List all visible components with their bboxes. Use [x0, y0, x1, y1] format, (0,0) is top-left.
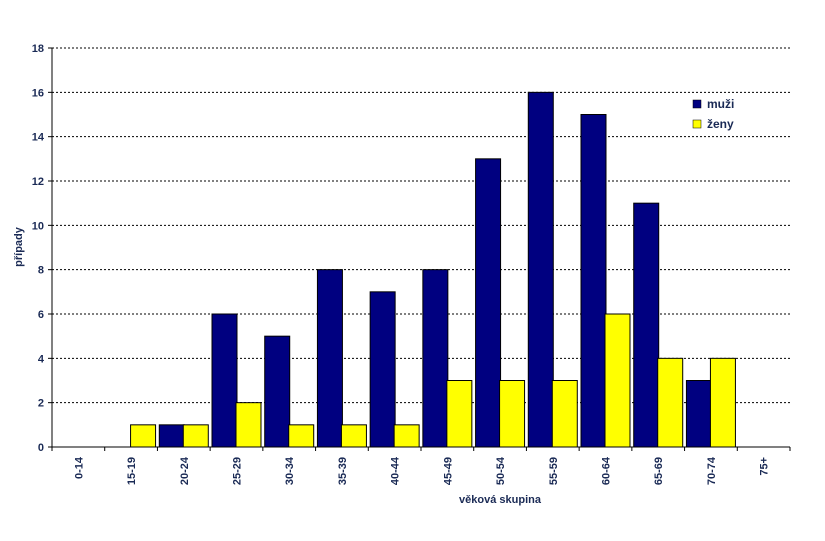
bar-zeny [446, 380, 473, 448]
bar-zeny [657, 357, 684, 448]
x-tick-label: 45-49 [442, 457, 454, 485]
x-tick-label: 0-14 [73, 456, 85, 479]
legend-label-zeny: ženy [707, 117, 734, 131]
y-tick-label: 2 [38, 398, 44, 410]
bars [130, 91, 736, 448]
bar-zeny [604, 313, 631, 448]
x-tick-label: 65-69 [653, 457, 665, 485]
x-axis-title: věková skupina [459, 494, 542, 506]
legend: muži ženy [688, 94, 746, 134]
y-tick-label: 6 [38, 309, 44, 321]
x-tick-label: 55-59 [548, 457, 560, 485]
x-tick-label: 35-39 [337, 457, 349, 485]
bar-zeny [235, 402, 262, 448]
bar-muzi [264, 335, 291, 448]
y-tick-label: 10 [32, 220, 44, 232]
bar-zeny [709, 357, 736, 448]
x-tick-label: 40-44 [390, 456, 402, 485]
legend-swatch-zeny [692, 119, 702, 129]
bar-muzi [211, 313, 238, 448]
bar-muzi [422, 269, 449, 448]
x-tick-labels: 0-14 15-19 20-24 25-29 30-34 35-39 40-44 45-49 5… [51, 447, 791, 485]
y-tick-label: 14 [32, 132, 45, 144]
y-tick-label: 0 [38, 442, 44, 454]
bar-muzi [369, 291, 396, 448]
gridlines [52, 47, 790, 404]
x-tick-label: 30-34 [284, 456, 296, 485]
bar-muzi [475, 158, 502, 448]
y-tick-label: 8 [38, 265, 44, 277]
bar-zeny [551, 380, 578, 448]
bar-muzi [527, 91, 554, 448]
bar-muzi [158, 424, 185, 448]
bar-muzi [633, 202, 660, 448]
x-tick-label: 75+ [759, 457, 771, 476]
y-axis-title: případy [13, 226, 25, 267]
y-tick-label: 4 [38, 353, 45, 365]
bar-zeny [499, 380, 526, 448]
x-tick-label: 20-24 [179, 456, 191, 485]
bar-zeny [393, 424, 420, 448]
bar-zeny [288, 424, 315, 448]
bar-zeny [130, 424, 157, 448]
x-tick-label: 15-19 [126, 457, 138, 485]
legend-swatch-muzi [692, 99, 702, 109]
x-tick-label: 25-29 [232, 457, 244, 485]
y-tick-label: 16 [32, 87, 44, 99]
y-tick-label: 18 [32, 43, 44, 55]
bar-muzi [580, 114, 607, 448]
bar-muzi [316, 269, 343, 448]
y-tick-label: 12 [32, 176, 44, 188]
legend-label-muzi: muži [707, 97, 734, 111]
bar-zeny [340, 424, 367, 448]
x-tick-label: 60-64 [601, 456, 613, 485]
bar-zeny [182, 424, 209, 448]
x-tick-label: 50-54 [495, 456, 507, 485]
bar-muzi [685, 380, 712, 448]
x-tick-label: 70-74 [706, 456, 718, 485]
y-tick-labels: 0 2 4 6 8 10 12 14 16 18 [32, 43, 52, 454]
